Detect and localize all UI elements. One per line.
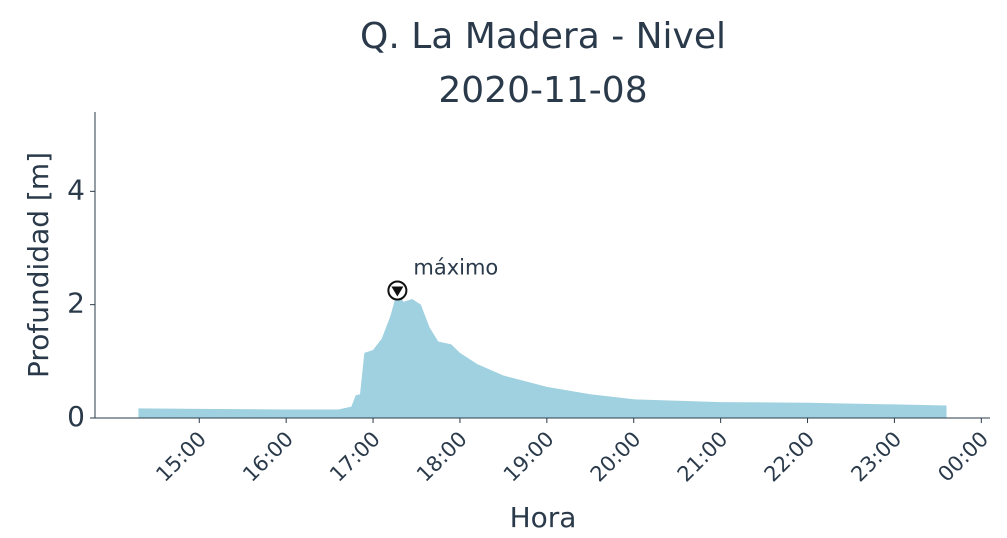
y-tick-label: 0	[67, 400, 85, 433]
annotation-arrow	[391, 286, 404, 297]
chart-subtitle: 2020-11-08	[438, 70, 647, 111]
x-tick-label: 16:00	[238, 427, 298, 487]
y-tick-label: 4	[67, 173, 85, 206]
annotation-text: máximo	[413, 256, 498, 280]
x-tick-label: 23:00	[846, 427, 906, 487]
x-tick-label: 17:00	[325, 427, 385, 487]
y-tick-label: 2	[67, 287, 85, 320]
x-tick-label: 18:00	[412, 427, 472, 487]
x-tick-label: 20:00	[586, 427, 646, 487]
x-axis-label: Hora	[510, 501, 577, 534]
x-tick-label: 22:00	[760, 427, 820, 487]
x-tick-label: 21:00	[673, 427, 733, 487]
chart-title: Q. La Madera - Nivel	[360, 16, 726, 57]
x-tick-label: 15:00	[151, 427, 211, 487]
x-tick-label: 00:00	[933, 427, 993, 487]
area	[138, 290, 947, 418]
x-tick-label: 19:00	[499, 427, 559, 487]
y-axis-label: Profundidad [m]	[22, 152, 55, 378]
